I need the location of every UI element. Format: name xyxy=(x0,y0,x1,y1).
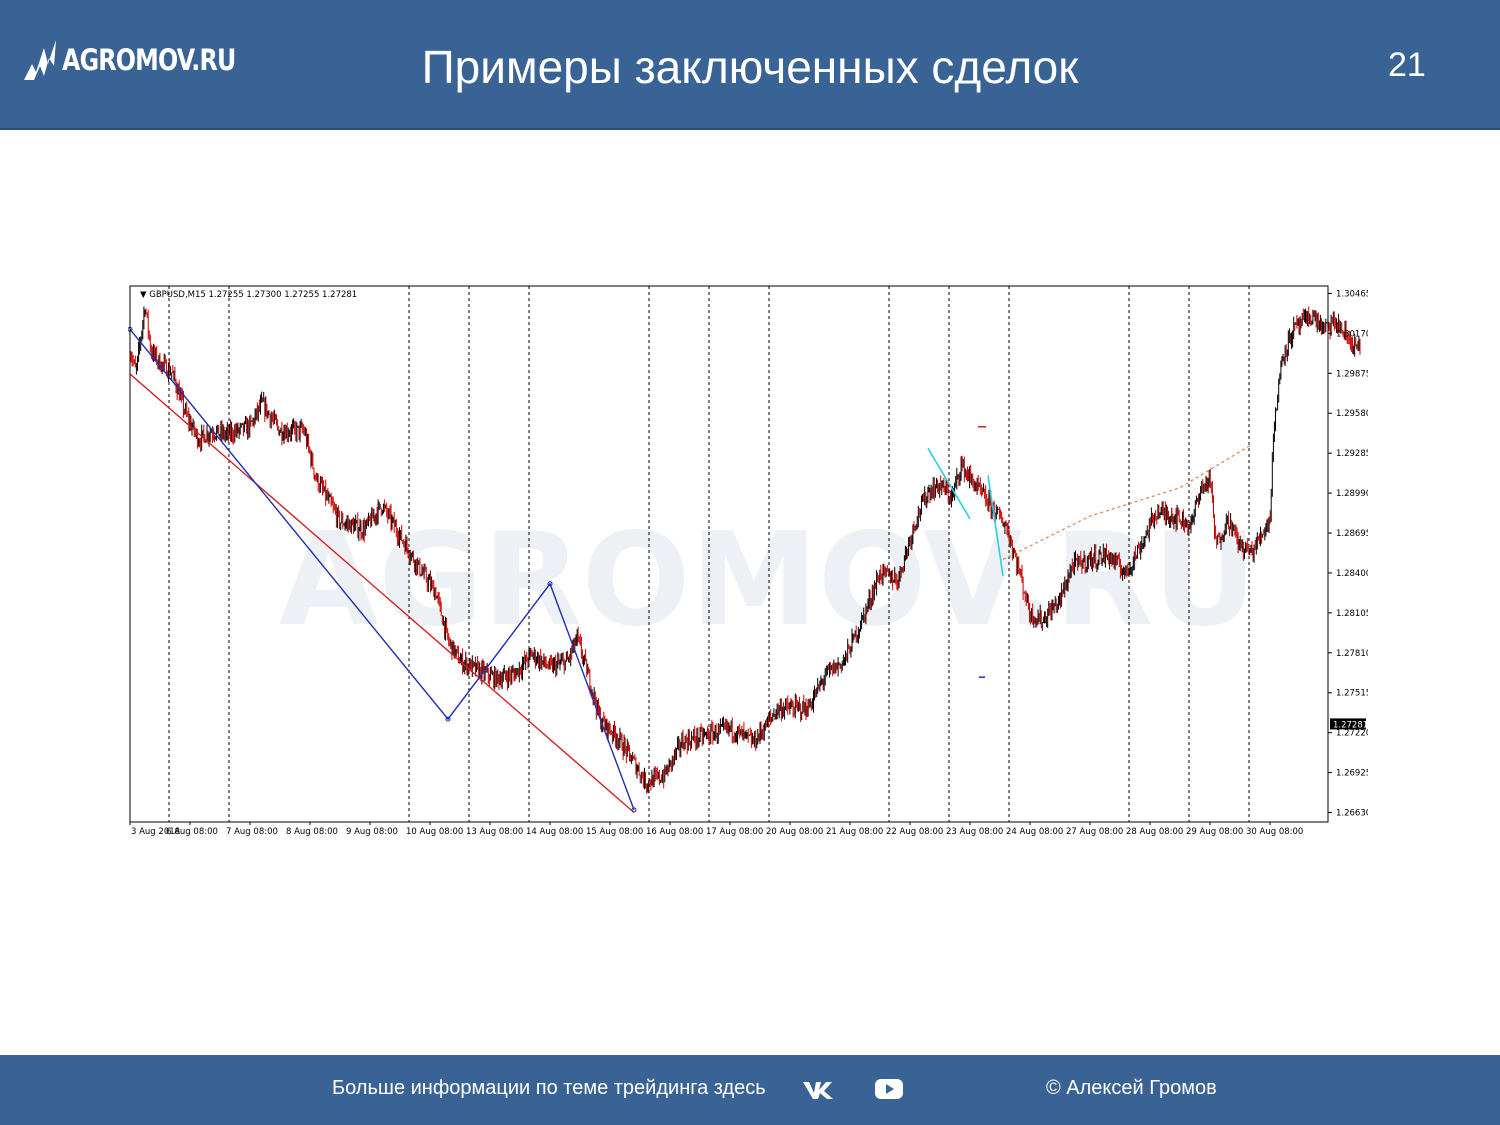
y-tick-label: 1.28695 xyxy=(1336,529,1368,539)
footer-info-text: Больше информации по теме трейдинга здес… xyxy=(332,1077,766,1099)
header-bar: AGROMOV.RU Примеры заключенных сделок 21 xyxy=(0,0,1500,130)
zigzag-point xyxy=(631,807,637,813)
cyan-line xyxy=(987,475,1004,576)
y-tick-label: 1.27810 xyxy=(1336,649,1368,659)
x-tick-label: 8 Aug 08:00 xyxy=(286,827,338,837)
y-tick-label: 1.28105 xyxy=(1336,609,1368,619)
symbol-info-label: ▼ GBPUSD,M15 1.27255 1.27300 1.27255 1.2… xyxy=(140,290,357,300)
cyan-line xyxy=(927,447,971,520)
x-tick-label: 16 Aug 08:00 xyxy=(646,827,703,837)
copyright-text: © Алексей Громов xyxy=(1046,1077,1217,1099)
x-tick-label: 28 Aug 08:00 xyxy=(1126,827,1183,837)
logo-text: AGROMOV.RU xyxy=(62,43,236,77)
plot-frame xyxy=(129,285,1329,823)
x-tick-label: 3 Aug 2018 xyxy=(131,827,180,837)
page-number: 21 xyxy=(1388,46,1426,84)
y-tick-label: 1.30465 xyxy=(1336,289,1368,299)
x-tick-label: 23 Aug 08:00 xyxy=(946,827,1003,837)
zigzag-point xyxy=(445,716,451,722)
y-tick-label: 1.29875 xyxy=(1336,369,1368,379)
chart-svg: AGROMOV.RU 1.30465 1.30170 1.29875 1.29580 1… xyxy=(127,285,1371,837)
current-price-label: 1.27281 xyxy=(1333,720,1368,730)
vk-icon[interactable] xyxy=(802,1079,836,1106)
x-tick-label: 27 Aug 08:00 xyxy=(1066,827,1123,837)
x-tick-label: 17 Aug 08:00 xyxy=(706,827,763,837)
x-tick-label: 15 Aug 08:00 xyxy=(586,827,643,837)
x-tick-label: 29 Aug 08:00 xyxy=(1186,827,1243,837)
footer-bar: Больше информации по теме трейдинга здес… xyxy=(0,1055,1500,1125)
youtube-icon[interactable] xyxy=(874,1077,904,1106)
x-tick-label: 10 Aug 08:00 xyxy=(406,827,463,837)
x-tick-label: 21 Aug 08:00 xyxy=(826,827,883,837)
y-tick-label: 1.26630 xyxy=(1336,809,1368,819)
x-tick-label: 7 Aug 08:00 xyxy=(226,827,278,837)
x-tick-label: 14 Aug 08:00 xyxy=(526,827,583,837)
x-tick-label: 22 Aug 08:00 xyxy=(886,827,943,837)
y-tick-label: 1.29580 xyxy=(1336,409,1368,419)
y-tick-label: 1.29285 xyxy=(1336,449,1368,459)
x-tick-label: 6 Aug 08:00 xyxy=(166,827,218,837)
slide-title: Примеры заключенных сделок xyxy=(421,41,1079,93)
x-tick-label: 20 Aug 08:00 xyxy=(766,827,823,837)
x-tick-label: 30 Aug 08:00 xyxy=(1246,827,1303,837)
y-tick-label: 1.28400 xyxy=(1336,569,1368,579)
current-price-box xyxy=(1330,718,1366,730)
x-tick-label: 13 Aug 08:00 xyxy=(466,827,523,837)
y-tick-label: 1.28990 xyxy=(1336,489,1368,499)
price-chart: AGROMOV.RU 1.30465 1.30170 1.29875 1.29580 1… xyxy=(127,284,1371,844)
blue-zigzag-line xyxy=(129,328,635,811)
y-tick-label: 1.26925 xyxy=(1336,769,1368,779)
watermark-text: AGROMOV.RU xyxy=(279,506,1257,655)
y-tick-label: 1.27515 xyxy=(1336,689,1368,699)
red-trendline xyxy=(129,373,635,814)
y-tick-label: 1.27220 xyxy=(1336,729,1368,739)
zigzag-point xyxy=(547,581,553,587)
dashed-arc-line xyxy=(1002,443,1253,560)
x-tick-label: 9 Aug 08:00 xyxy=(346,827,398,837)
logo-bolt-icon xyxy=(24,40,56,80)
y-tick-label: 1.30170 xyxy=(1336,329,1368,339)
x-tick-label: 24 Aug 08:00 xyxy=(1006,827,1063,837)
logo[interactable]: AGROMOV.RU xyxy=(22,38,274,82)
